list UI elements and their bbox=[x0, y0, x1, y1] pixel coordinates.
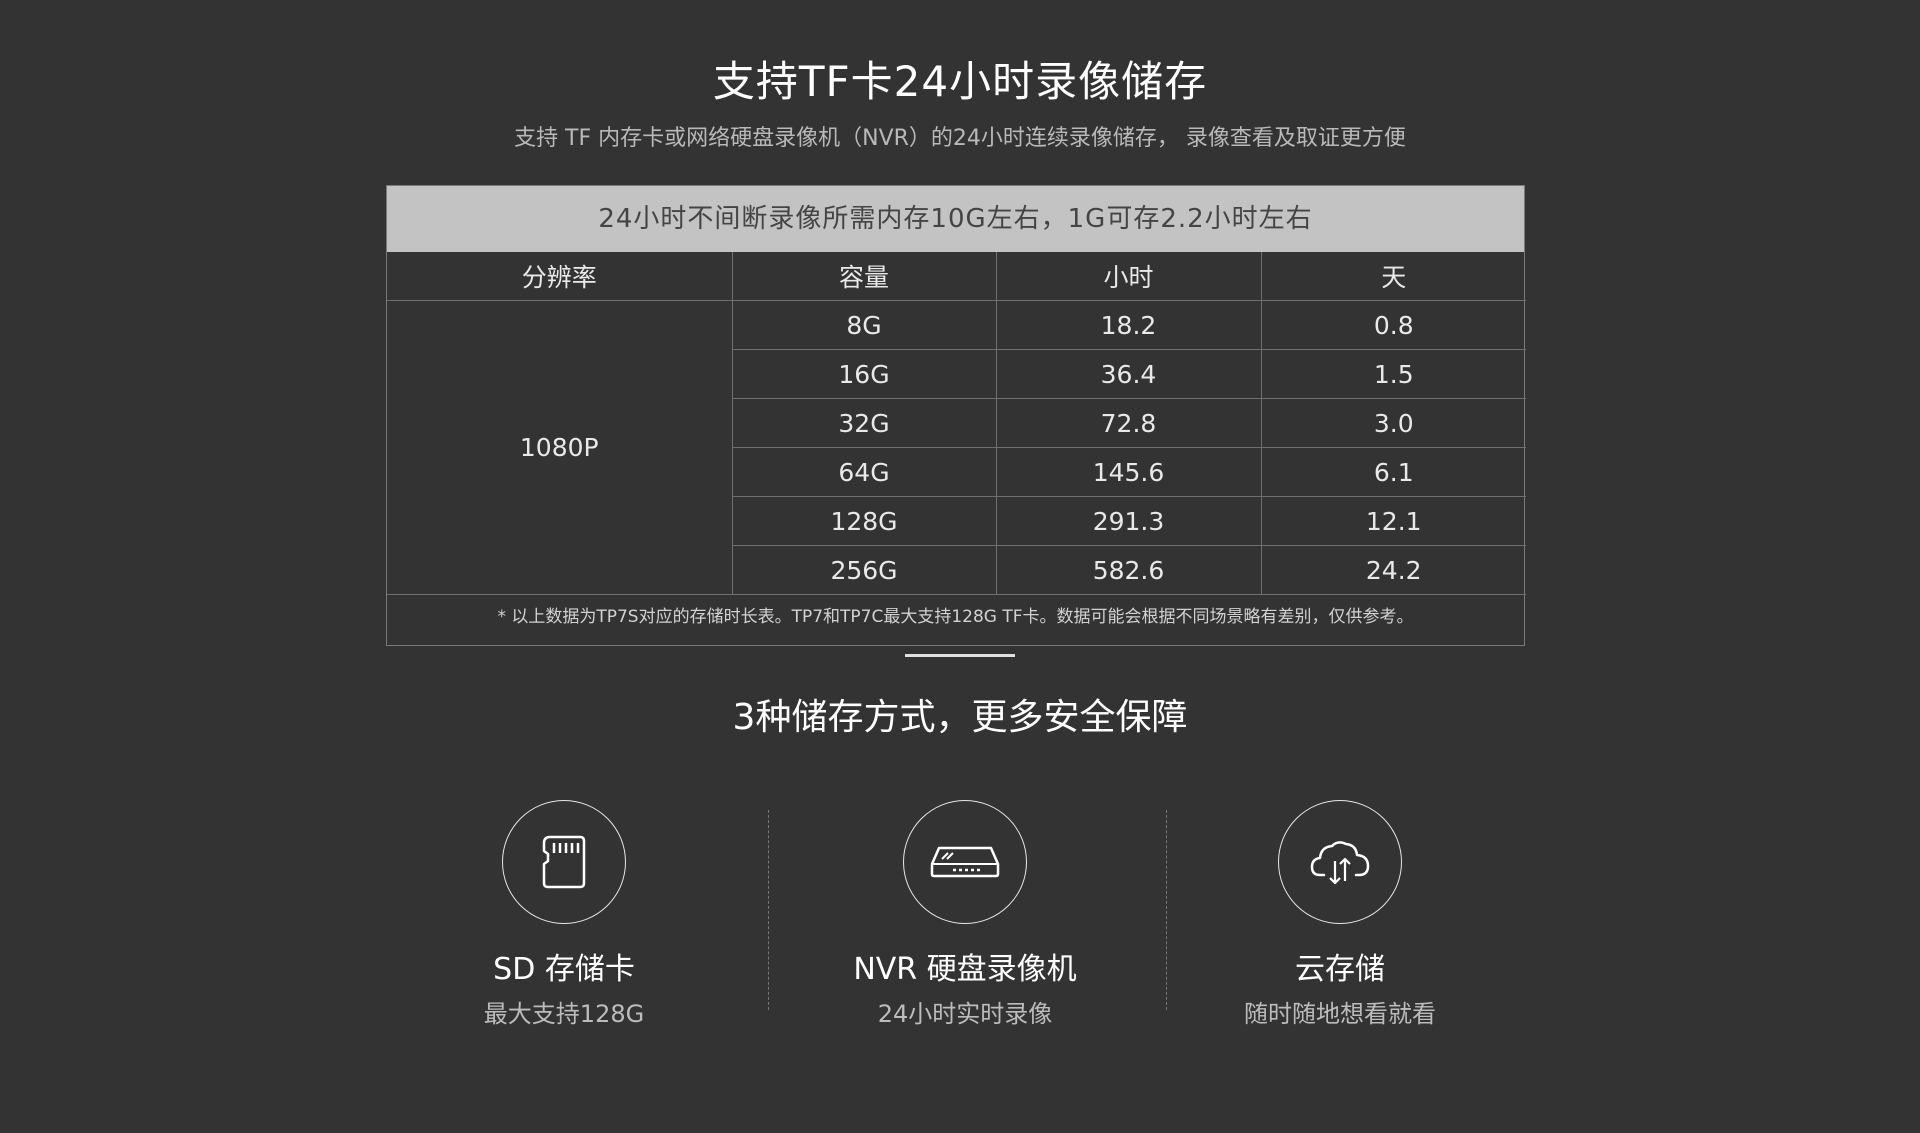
storage-table-panel: 24小时不间断录像所需内存10G左右，1G可存2.2小时左右 分辨率 容量 小时… bbox=[386, 185, 1526, 646]
column-header-days: 天 bbox=[1260, 252, 1526, 301]
feature-cloud: 云存储 随时随地想看就看 bbox=[1190, 800, 1490, 1029]
table-footnote: * 以上数据为TP7S对应的存储时长表。TP7和TP7C最大支持128G TF卡… bbox=[497, 607, 1414, 627]
capacity-cell: 128G bbox=[732, 496, 997, 546]
days-cell: 3.0 bbox=[1260, 398, 1526, 448]
section-divider bbox=[905, 654, 1015, 657]
table-row: 32G 72.8 3.0 bbox=[387, 398, 1526, 448]
feature-subtitle: 24小时实时录像 bbox=[877, 1000, 1053, 1028]
days-cell: 12.1 bbox=[1260, 496, 1526, 546]
table-row: 1080P 8G 18.2 0.8 bbox=[387, 300, 1526, 595]
feature-icon-circle bbox=[1278, 800, 1402, 924]
feature-title: 云存储 bbox=[1295, 952, 1385, 987]
hours-cell: 36.4 bbox=[995, 349, 1262, 399]
days-cell: 0.8 bbox=[1260, 300, 1526, 350]
page-subtitle: 支持 TF 内存卡或网络硬盘录像机（NVR）的24小时连续录像储存， 录像查看及… bbox=[514, 126, 1406, 151]
hours-cell: 72.8 bbox=[995, 398, 1262, 448]
feature-icon-circle bbox=[903, 800, 1027, 924]
feature-separator bbox=[1166, 810, 1167, 1010]
resolution-cell: 1080P bbox=[387, 300, 733, 595]
days-cell: 24.2 bbox=[1260, 545, 1526, 595]
column-header-hours: 小时 bbox=[995, 252, 1262, 301]
feature-sd-card: SD 存储卡 最大支持128G bbox=[414, 800, 714, 1029]
cloud-sync-icon bbox=[1310, 841, 1370, 885]
feature-separator bbox=[768, 810, 769, 1010]
capacity-cell: 64G bbox=[732, 447, 997, 497]
feature-subtitle: 随时随地想看就看 bbox=[1244, 1000, 1436, 1028]
column-header-capacity: 容量 bbox=[731, 252, 997, 301]
page-title: 支持TF卡24小时录像储存 bbox=[712, 57, 1208, 106]
feature-subtitle: 最大支持128G bbox=[483, 1000, 645, 1028]
sd-card-icon bbox=[542, 835, 586, 889]
column-header-resolution: 分辨率 bbox=[387, 252, 733, 301]
table-row: 256G 582.6 24.2 bbox=[387, 545, 1526, 595]
hours-cell: 291.3 bbox=[995, 496, 1262, 546]
table-header-row: 分辨率 容量 小时 天 bbox=[387, 252, 1526, 301]
section-title: 3种储存方式，更多安全保障 bbox=[732, 697, 1188, 738]
feature-icon-circle bbox=[502, 800, 626, 924]
feature-title: NVR 硬盘录像机 bbox=[853, 952, 1077, 987]
capacity-cell: 16G bbox=[732, 349, 997, 399]
feature-title: SD 存储卡 bbox=[493, 952, 635, 987]
capacity-cell: 8G bbox=[731, 300, 997, 350]
nvr-device-icon bbox=[930, 846, 1000, 878]
days-cell: 6.1 bbox=[1260, 447, 1526, 497]
days-cell: 1.5 bbox=[1260, 349, 1526, 399]
hours-cell: 582.6 bbox=[995, 545, 1262, 595]
capacity-cell: 256G bbox=[732, 545, 997, 595]
hours-cell: 18.2 bbox=[995, 300, 1262, 350]
capacity-cell: 32G bbox=[732, 398, 997, 448]
feature-nvr: NVR 硬盘录像机 24小时实时录像 bbox=[815, 800, 1115, 1029]
storage-table: 分辨率 容量 小时 天 1080P 8G 18.2 0.8 16G 36.4 1… bbox=[387, 252, 1526, 595]
table-row: 128G 291.3 12.1 bbox=[387, 496, 1526, 546]
table-row: 16G 36.4 1.5 bbox=[387, 349, 1526, 399]
hours-cell: 145.6 bbox=[995, 447, 1262, 497]
table-banner: 24小时不间断录像所需内存10G左右，1G可存2.2小时左右 bbox=[387, 186, 1524, 252]
